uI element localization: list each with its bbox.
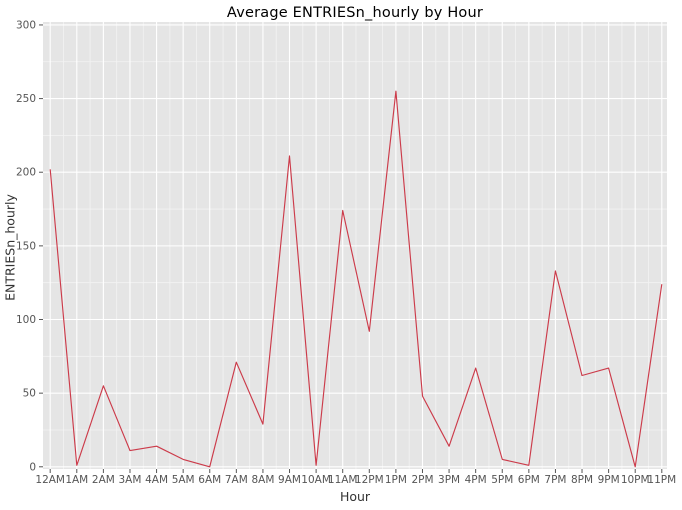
x-tick-labels: 12AM 1AM 2AM 3AM 4AM 5AM 6AM 7AM 8AM 9AM 10AM11AM1… <box>35 474 676 486</box>
svg-text:12PM: 12PM <box>355 474 384 486</box>
svg-text:11PM: 11PM <box>647 474 676 486</box>
svg-text:300: 300 <box>16 19 36 31</box>
svg-text:2AM: 2AM <box>92 474 115 486</box>
svg-text:250: 250 <box>16 93 36 105</box>
svg-text:8PM: 8PM <box>571 474 593 486</box>
svg-text:7AM: 7AM <box>225 474 248 486</box>
svg-text:7PM: 7PM <box>544 474 566 486</box>
svg-text:50: 50 <box>23 388 36 400</box>
svg-text:10PM: 10PM <box>621 474 650 486</box>
svg-text:10AM: 10AM <box>301 474 331 486</box>
svg-text:12AM: 12AM <box>35 474 65 486</box>
svg-text:5AM: 5AM <box>172 474 195 486</box>
svg-text:2PM: 2PM <box>411 474 433 486</box>
svg-text:11AM: 11AM <box>328 474 358 486</box>
x-axis-title: Hour <box>339 489 371 504</box>
data-line <box>49 90 663 468</box>
svg-text:3AM: 3AM <box>119 474 142 486</box>
svg-text:6AM: 6AM <box>198 474 221 486</box>
svg-text:6PM: 6PM <box>518 474 540 486</box>
svg-text:1AM: 1AM <box>65 474 88 486</box>
svg-text:9PM: 9PM <box>598 474 620 486</box>
svg-text:4PM: 4PM <box>465 474 487 486</box>
svg-text:8AM: 8AM <box>251 474 274 486</box>
svg-text:3PM: 3PM <box>438 474 460 486</box>
svg-text:200: 200 <box>16 167 36 179</box>
svg-text:4AM: 4AM <box>145 474 168 486</box>
svg-text:9AM: 9AM <box>278 474 301 486</box>
y-axis-title: ENTRIESn_hourly <box>2 194 18 301</box>
svg-text:100: 100 <box>16 314 36 326</box>
axis-ticks <box>39 24 663 473</box>
svg-text:5PM: 5PM <box>491 474 513 486</box>
svg-text:0: 0 <box>29 461 36 473</box>
y-tick-labels: 0 50 100 150 200 250 300 <box>16 19 36 473</box>
svg-text:150: 150 <box>16 240 36 252</box>
chart-title: Average ENTRIESn_hourly by Hour <box>226 5 484 21</box>
svg-text:1PM: 1PM <box>385 474 407 486</box>
